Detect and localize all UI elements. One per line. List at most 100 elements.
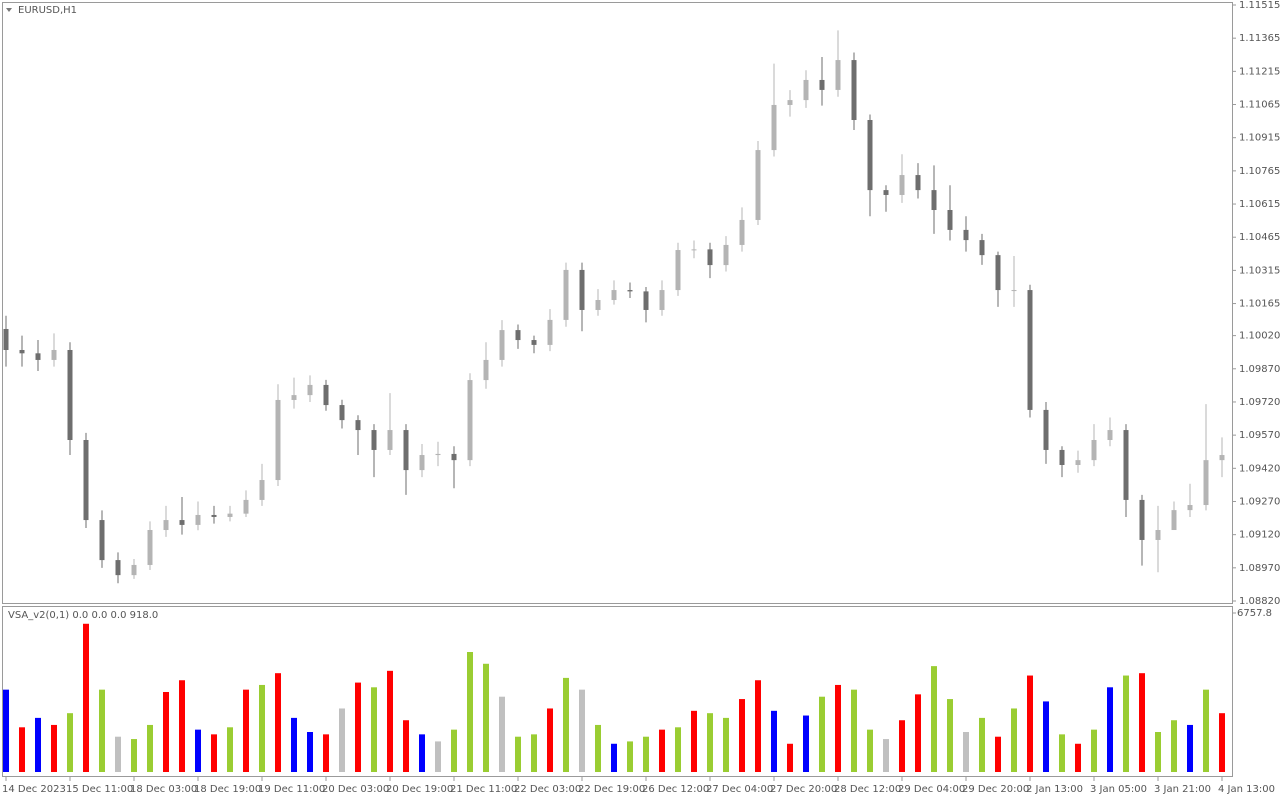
candle-body (675, 250, 681, 291)
candle-body (1107, 430, 1113, 441)
volume-bar (803, 715, 809, 772)
y-tick-label: 1.09420 (1239, 463, 1280, 474)
candle-body (915, 175, 921, 191)
menu-arrow[interactable] (6, 8, 12, 12)
candle-body (643, 291, 649, 310)
volume-bar (643, 736, 649, 772)
y-tick-label: 1.09720 (1239, 397, 1280, 408)
x-tick-label: 19 Dec 11:00 (258, 784, 325, 795)
volume-bar (531, 734, 537, 772)
candle-body (835, 60, 841, 90)
candle-body (179, 520, 185, 525)
candle-body (531, 340, 537, 345)
volume-bar (67, 713, 73, 772)
volume-bar (691, 710, 697, 772)
volume-bar (723, 717, 729, 772)
candle-body (19, 349, 25, 354)
volume-bar (371, 687, 377, 772)
candle-body (1011, 290, 1017, 292)
volume-bar (579, 689, 585, 772)
volume-bar (3, 689, 9, 772)
candle-body (227, 513, 233, 517)
candle-body (115, 560, 121, 576)
x-tick-label: 3 Jan 05:00 (1090, 784, 1147, 795)
volume-bar (243, 689, 249, 772)
volume-bar (419, 734, 425, 772)
volume-bar (1107, 687, 1113, 772)
y-tick-label: 1.10465 (1239, 232, 1280, 243)
y-tick-label: 6757.8 (1237, 608, 1272, 619)
x-tick-label: 2 Jan 13:00 (1026, 784, 1083, 795)
volume-bar (195, 729, 201, 772)
candle-body (707, 249, 713, 266)
volume-bar (755, 680, 761, 772)
volume-bar (131, 739, 137, 772)
volume-bar (595, 724, 601, 772)
y-tick-label: 1.11215 (1239, 66, 1280, 77)
candle-body (723, 244, 729, 266)
volume-bar (291, 717, 297, 772)
x-tick-label: 18 Dec 03:00 (130, 784, 197, 795)
candle-body (483, 359, 489, 381)
y-tick-label: 1.10020 (1239, 331, 1280, 342)
indicator-title: VSA_v2(0,1) 0.0 0.0 0.0 918.0 (8, 610, 158, 621)
volume-bar (483, 663, 489, 772)
volume-bar (963, 732, 969, 772)
volume-bar (1027, 675, 1033, 772)
volume-bar (467, 652, 473, 772)
volume-bar (899, 720, 905, 772)
x-tick-label: 20 Dec 19:00 (386, 784, 453, 795)
candle-body (563, 269, 569, 320)
candle-body (595, 300, 601, 310)
y-tick-label: 1.11365 (1239, 33, 1280, 44)
candle-body (387, 430, 393, 450)
candle-body (867, 119, 873, 191)
candle-body (515, 330, 521, 341)
candle-body (819, 79, 825, 90)
candle-body (291, 395, 297, 400)
volume-bar (947, 699, 953, 772)
y-tick-label: 1.10165 (1239, 299, 1280, 310)
x-tick-label: 4 Jan 13:00 (1218, 784, 1275, 795)
volume-panel (2, 606, 1233, 777)
symbol-title: EURUSD,H1 (18, 5, 77, 16)
volume-bar (979, 717, 985, 772)
candle-body (579, 269, 585, 310)
candle-body (67, 349, 73, 441)
candle-body (259, 480, 265, 500)
candle-body (787, 100, 793, 105)
candle-body (771, 104, 777, 151)
candle-body (547, 319, 553, 345)
candle-body (803, 79, 809, 101)
candle-body (883, 190, 889, 195)
candle-body (275, 399, 281, 481)
candle-body (1155, 530, 1161, 540)
x-tick-label: 15 Dec 11:00 (66, 784, 133, 795)
candle-body (435, 453, 441, 456)
volume-bar (51, 724, 57, 772)
volume-bar (99, 689, 105, 772)
x-tick-label: 14 Dec 2023 (2, 784, 66, 795)
candle-body (339, 405, 345, 421)
volume-bar (675, 727, 681, 772)
x-tick-label: 20 Dec 03:00 (322, 784, 389, 795)
volume-bar (627, 741, 633, 772)
volume-bar (547, 708, 553, 772)
y-tick-label: 1.09570 (1239, 430, 1280, 441)
volume-bar (435, 741, 441, 772)
volume-bar (1187, 724, 1193, 772)
volume-bar (1139, 673, 1145, 772)
candle-body (1091, 440, 1097, 461)
candle-body (355, 420, 361, 431)
candle-body (611, 290, 617, 301)
candle-body (1027, 290, 1033, 410)
candle-body (995, 255, 1001, 291)
y-tick-label: 1.11065 (1239, 100, 1280, 111)
volume-bar (115, 736, 121, 772)
candle-body (1139, 499, 1145, 540)
volume-bar (403, 720, 409, 772)
y-tick-label: 1.09120 (1239, 530, 1280, 541)
volume-bar (707, 713, 713, 772)
candle-body (659, 290, 665, 310)
